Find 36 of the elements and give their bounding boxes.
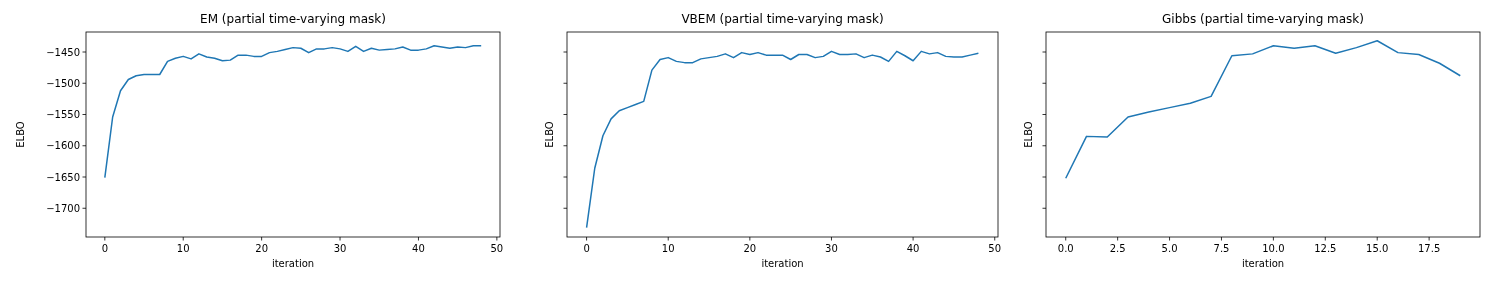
x-tick-label: 17.5 — [1417, 243, 1441, 254]
x-tick-label: 50 — [988, 243, 1002, 254]
x-tick-label: 20 — [255, 243, 268, 254]
x-tick-label: 2.5 — [1109, 243, 1126, 254]
x-tick-label: 7.5 — [1213, 243, 1230, 254]
y-tick-label: −1700 — [46, 202, 80, 214]
x-tick-label: 40 — [412, 243, 425, 254]
x-tick-label: 5.0 — [1161, 243, 1178, 254]
x-tick-label: 10 — [176, 243, 190, 254]
x-tick-label: 0 — [101, 243, 109, 254]
y-axis-title: ELBO — [1023, 121, 1034, 148]
x-tick-label: 20 — [743, 243, 757, 254]
chart-title: EM (partial time-varying mask) — [200, 12, 386, 26]
x-tick-label: 30 — [333, 243, 347, 254]
x-tick-label: 30 — [825, 243, 838, 254]
x-axis-title: iteration — [271, 258, 315, 269]
y-tick-label: −1550 — [46, 109, 80, 120]
x-tick-label: 10 — [661, 243, 675, 254]
x-tick-label: 15.0 — [1366, 243, 1389, 254]
y-axis-title: ELBO — [544, 121, 555, 148]
x-tick-label: 0 — [583, 243, 590, 254]
x-axis-title: iteration — [761, 258, 804, 269]
x-tick-label: 12.5 — [1314, 243, 1337, 254]
x-tick-label: 40 — [906, 243, 920, 254]
y-tick-label: −1600 — [46, 140, 80, 152]
y-tick-label: −1500 — [46, 77, 80, 89]
chart-title: Gibbs (partial time-varying mask) — [1162, 12, 1364, 26]
line-series — [104, 45, 482, 179]
y-tick-label: −1650 — [46, 171, 80, 183]
x-tick-label: 0.0 — [1057, 243, 1074, 254]
x-axis-title: iteration — [1241, 258, 1285, 269]
y-tick-label: −1450 — [46, 46, 80, 58]
y-axis-title: ELBO — [15, 121, 26, 148]
chart-title: VBEM (partial time-varying mask) — [681, 12, 884, 26]
x-tick-label: 10.0 — [1262, 243, 1285, 254]
x-tick-label: 50 — [490, 243, 504, 254]
